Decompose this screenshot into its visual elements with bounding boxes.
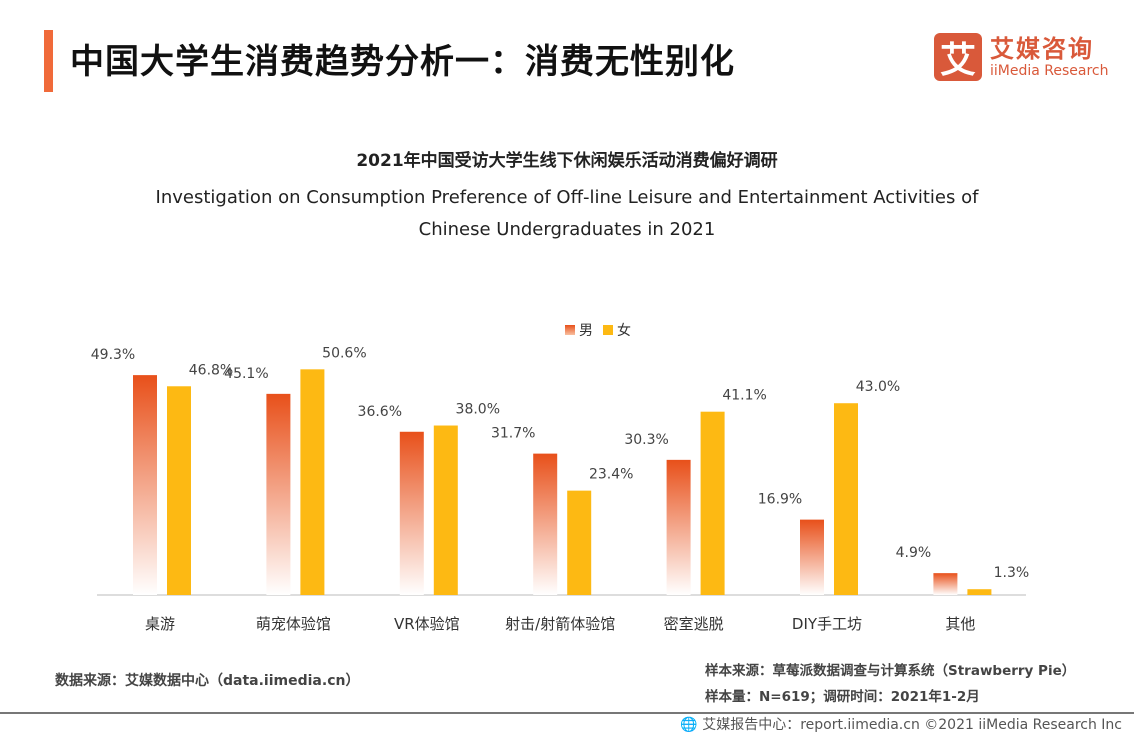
data-label: 36.6%: [358, 404, 402, 420]
sample-source: 样本来源：草莓派数据调查与计算系统（Strawberry Pie）: [705, 663, 1076, 679]
bar-female: [700, 411, 725, 595]
category-label: 萌宠体验馆: [256, 615, 331, 633]
bar-male: [800, 519, 824, 595]
iimedia-logo: 艾 艾媒咨询 iiMedia Research: [934, 33, 1109, 81]
data-label: 49.3%: [91, 347, 135, 363]
data-source: 数据来源：艾媒数据中心（data.iimedia.cn）: [55, 673, 360, 689]
footer-divider: [0, 712, 1134, 714]
bar-male: [133, 375, 157, 595]
legend-female: 女: [603, 320, 631, 340]
page-title: 中国大学生消费趋势分析一：消费无性别化: [70, 42, 735, 82]
data-label: 31.7%: [491, 426, 535, 442]
legend: 男 女: [565, 320, 631, 340]
data-label: 38.0%: [456, 402, 500, 418]
data-label: 46.8%: [189, 362, 233, 378]
data-label: 30.3%: [624, 432, 668, 448]
data-label: 41.1%: [722, 388, 766, 404]
data-label: 16.9%: [758, 492, 802, 508]
bar-chart: 49.3% 46.8% 桌游 45.1% 50.6% 萌宠体验馆 36.6% 38.0% VR体…: [91, 345, 1030, 633]
bar-male: [533, 453, 558, 595]
bar-female: [567, 490, 592, 595]
bar-male: [666, 459, 691, 595]
bar-female: [300, 369, 325, 595]
logo-cn: 艾媒咨询: [990, 35, 1094, 63]
data-label: 23.4%: [589, 467, 633, 483]
bar-female: [167, 386, 191, 595]
title-accent-bar: [44, 30, 53, 92]
category-label: 射击/射箭体验馆: [505, 615, 615, 633]
category-label: 桌游: [145, 615, 175, 633]
category-label: DIY手工坊: [792, 615, 862, 633]
chart-subtitle-text: Investigation on Consumption Preference …: [155, 187, 979, 240]
bar-male: [933, 573, 958, 595]
data-label: 43.0%: [856, 379, 900, 395]
data-label: 4.9%: [896, 545, 932, 561]
data-label: 45.1%: [224, 366, 268, 382]
chart-subtitle: Investigation on Consumption Preference …: [0, 182, 1134, 246]
category-label: 其他: [945, 615, 975, 633]
chart-title: 2021年中国受访大学生线下休闲娱乐活动消费偏好调研: [356, 151, 778, 171]
globe-icon: 🌐: [680, 717, 698, 733]
bar-female: [834, 403, 858, 595]
sample-size: 样本量：N=619；调研时间：2021年1-2月: [705, 689, 980, 705]
data-label: 1.3%: [994, 565, 1030, 581]
bar-male: [399, 431, 424, 595]
data-label: 50.6%: [322, 345, 366, 361]
category-label: VR体验馆: [394, 615, 460, 633]
bar-female: [967, 589, 992, 595]
category-label: 密室逃脱: [664, 615, 724, 633]
legend-male: 男: [565, 320, 593, 340]
bar-female: [433, 425, 458, 595]
logo-mark: 艾: [934, 33, 982, 81]
footer-report[interactable]: 🌐 艾媒报告中心：report.iimedia.cn ©2021 iiMedia…: [680, 717, 1122, 733]
bar-male: [266, 393, 291, 595]
logo-en: iiMedia Research: [990, 63, 1109, 79]
